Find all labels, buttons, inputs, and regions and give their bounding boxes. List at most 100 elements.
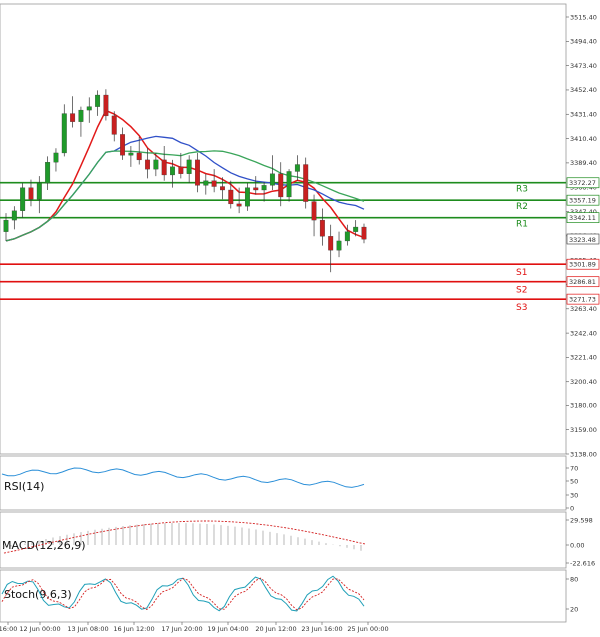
- candle-body: [45, 162, 51, 184]
- candle-body: [294, 164, 300, 172]
- indicator-tick-label: 30: [570, 491, 578, 499]
- price-tick-label: 3221.40: [570, 354, 597, 362]
- candle-body: [195, 159, 200, 186]
- macd-histogram: [3, 523, 362, 551]
- rsi-title: RSI(14): [4, 480, 44, 493]
- price-tick-label: 3410.40: [570, 135, 597, 143]
- candle-body: [186, 159, 192, 174]
- candle-body: [128, 152, 134, 156]
- indicator-tick-label: 29.598: [570, 516, 593, 524]
- candle-body: [286, 171, 292, 198]
- level-price-box: [566, 212, 600, 224]
- candle-body: [70, 113, 76, 122]
- level-price-tags: 3372.27 3357.19 3342.11 3301.89 3286.81 3271.…: [566, 177, 600, 305]
- level-name: R1: [516, 220, 528, 230]
- candle-body: [236, 203, 242, 207]
- candle-body: [228, 189, 234, 205]
- price-tick-label: 3263.40: [570, 305, 597, 313]
- candle-body: [136, 152, 142, 161]
- candle-body: [20, 187, 26, 211]
- candle-body: [153, 159, 159, 170]
- time-tick-label: 16 Jun 12:00: [113, 625, 154, 633]
- level-name: S1: [516, 268, 527, 278]
- price-tick-label: 3515.40: [570, 13, 597, 21]
- candle-body: [269, 173, 275, 186]
- candle-body: [120, 134, 126, 156]
- indicator-tick-label: 0.00: [570, 541, 584, 549]
- macd-panel: MACD(12,26,9) 29.598 0.00 -22.616: [0, 511, 595, 569]
- level-price-label: 3286.81: [569, 278, 596, 286]
- price-tick-label: 3200.40: [570, 378, 597, 386]
- price-tick-label: 3473.40: [570, 62, 597, 70]
- price-tick-label: 3431.40: [570, 111, 597, 119]
- candle-body: [203, 180, 209, 186]
- rsi-panel-frame: [0, 455, 567, 511]
- candle-body: [111, 115, 117, 135]
- rsi-panel: RSI(14) 70 50 30 0: [0, 455, 578, 512]
- candlesticks: [3, 89, 367, 273]
- macd-axis: 29.598 0.00 -22.616: [566, 516, 595, 567]
- candle-body: [278, 173, 284, 198]
- macd-signal-line: [3, 520, 367, 554]
- level-price-label: 3342.11: [569, 214, 596, 222]
- time-tick-label: 20 Jun 12:00: [255, 625, 296, 633]
- candle-body: [344, 231, 350, 242]
- indicator-tick-label: 80: [570, 575, 578, 583]
- price-tick-label: 3452.40: [570, 86, 597, 94]
- candle-body: [311, 201, 317, 221]
- level-price-box: [566, 276, 600, 288]
- time-tick-label: 13 Jun 08:00: [67, 625, 108, 633]
- stoch-title: Stoch(9,6,3): [4, 588, 72, 601]
- price-tick-label: 3389.40: [570, 159, 597, 167]
- level-price-box: [566, 293, 600, 305]
- candle-body: [336, 240, 342, 251]
- level-price-label: 3357.19: [569, 196, 596, 204]
- current-price-label: 3323.48: [569, 236, 596, 244]
- level-price-label: 3372.27: [569, 179, 596, 187]
- candle-body: [319, 219, 325, 237]
- price-axis: 3515.40 3494.40 3473.40 3452.40 3431.40 3410.…: [566, 13, 597, 458]
- candle-body: [145, 159, 150, 170]
- time-tick-label: 25 Jun 00:00: [347, 625, 388, 633]
- candle-body: [11, 210, 17, 221]
- stoch-panel: Stoch(9,6,3) 80 20: [0, 569, 578, 623]
- time-tick-label: 19 Jun 04:00: [207, 625, 248, 633]
- candle-body: [361, 226, 367, 240]
- price-tick-label: 3242.40: [570, 329, 597, 337]
- stoch-d-line: [1, 577, 365, 611]
- indicator-tick-label: 20: [570, 605, 578, 613]
- level-price-box: [566, 258, 600, 270]
- candle-body: [178, 166, 184, 174]
- candle-body: [95, 94, 101, 107]
- price-tick-label: 3347.40: [570, 208, 597, 216]
- candle-body: [170, 166, 175, 176]
- level-price-box: [566, 194, 600, 206]
- price-tick-label: 3159.00: [570, 426, 597, 434]
- stoch-panel-frame: [0, 569, 567, 623]
- time-tick-label: 23 Jun 16:00: [301, 625, 342, 633]
- level-name: S3: [516, 303, 527, 313]
- stoch-axis: 80 20: [566, 575, 578, 613]
- price-tick-label: 3494.40: [570, 38, 597, 46]
- rsi-axis: 70 50 30 0: [566, 464, 578, 512]
- rsi-line: [1, 467, 365, 488]
- candle-body: [328, 236, 334, 251]
- candle-body: [61, 113, 67, 154]
- candle-body: [3, 219, 9, 232]
- time-axis: 16:00 12 Jun 00:00 13 Jun 08:00 16 Jun 12:0…: [0, 622, 389, 633]
- price-panel-frame: [0, 3, 567, 455]
- indicator-tick-label: -22.616: [570, 559, 595, 567]
- price-panel: R3 R2 R1 S1 S2 S3 3515.40 3494.40 3473.40 3452.4…: [0, 3, 600, 458]
- candle-body: [53, 152, 59, 163]
- indicator-tick-label: 0: [570, 504, 574, 512]
- time-tick-label: 12 Jun 00:00: [19, 625, 60, 633]
- level-name: R3: [516, 185, 528, 195]
- time-tick-label: 16:00: [0, 625, 17, 633]
- level-price-label: 3301.89: [569, 261, 596, 269]
- candle-body: [261, 185, 267, 191]
- time-tick-label: 17 Jun 20:00: [161, 625, 202, 633]
- candle-body: [103, 94, 109, 117]
- candle-body: [36, 182, 42, 200]
- level-name: S2: [516, 286, 527, 296]
